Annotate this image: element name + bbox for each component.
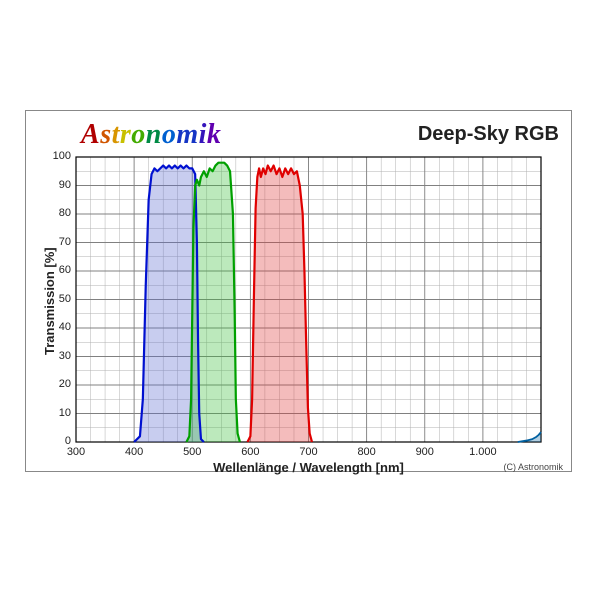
x-tick-label: 900 (410, 446, 440, 458)
y-tick-label: 0 (65, 435, 71, 447)
y-tick-label: 50 (59, 293, 71, 305)
y-tick-label: 10 (59, 407, 71, 419)
y-tick-label: 80 (59, 207, 71, 219)
y-tick-label: 100 (53, 150, 71, 162)
y-tick-label: 70 (59, 236, 71, 248)
x-tick-label: 600 (235, 446, 265, 458)
chart-frame: Astronomik Deep-Sky RGB Transmission [%]… (25, 110, 572, 472)
chart-title: Deep-Sky RGB (418, 123, 559, 146)
x-tick-label: 400 (119, 446, 149, 458)
brand-logo: Astronomik (81, 119, 221, 151)
y-tick-label: 20 (59, 378, 71, 390)
copyright-text: (C) Astronomik (503, 462, 563, 472)
chart-container: Astronomik Deep-Sky RGB Transmission [%]… (0, 0, 600, 600)
y-axis-label: Transmission [%] (42, 247, 57, 355)
x-tick-label: 800 (352, 446, 382, 458)
x-axis-label: Wellenlänge / Wavelength [nm] (209, 460, 409, 475)
y-tick-label: 40 (59, 321, 71, 333)
x-tick-label: 700 (294, 446, 324, 458)
x-tick-label: 500 (177, 446, 207, 458)
y-tick-label: 90 (59, 179, 71, 191)
x-tick-label: 1.000 (468, 446, 498, 458)
x-tick-label: 300 (61, 446, 91, 458)
y-tick-label: 60 (59, 264, 71, 276)
y-tick-label: 30 (59, 350, 71, 362)
chart-plot (26, 111, 571, 471)
